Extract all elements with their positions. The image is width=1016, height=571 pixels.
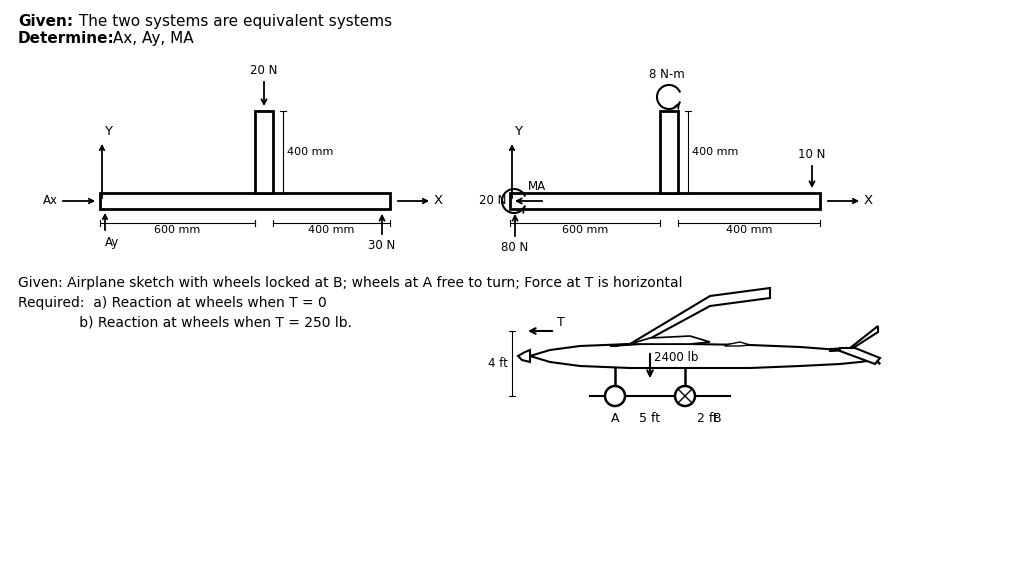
Text: Ax, Ay, MA: Ax, Ay, MA	[108, 31, 194, 46]
Text: Given:: Given:	[18, 14, 73, 29]
Text: Given: Airplane sketch with wheels locked at B; wheels at A free to turn; Force : Given: Airplane sketch with wheels locke…	[18, 276, 683, 290]
Text: 5 ft: 5 ft	[639, 412, 660, 425]
Text: Y: Y	[514, 125, 522, 138]
Polygon shape	[630, 336, 710, 344]
Text: T: T	[557, 316, 565, 329]
Text: 600 mm: 600 mm	[562, 225, 609, 235]
Text: 2400 lb: 2400 lb	[654, 351, 698, 364]
Text: The two systems are equivalent systems: The two systems are equivalent systems	[74, 14, 392, 29]
Text: 400 mm: 400 mm	[692, 147, 739, 157]
Text: b) Reaction at wheels when T = 250 lb.: b) Reaction at wheels when T = 250 lb.	[18, 316, 352, 330]
Text: 400 mm: 400 mm	[308, 225, 355, 235]
Text: 2 ft: 2 ft	[697, 412, 718, 425]
Text: 10 N: 10 N	[799, 148, 826, 161]
Text: Y: Y	[104, 125, 112, 138]
Text: 20 N: 20 N	[250, 64, 277, 77]
Polygon shape	[610, 288, 770, 346]
Text: 600 mm: 600 mm	[154, 225, 200, 235]
Text: 4 ft: 4 ft	[488, 357, 508, 370]
Polygon shape	[518, 350, 530, 362]
Polygon shape	[530, 344, 880, 368]
Circle shape	[675, 386, 695, 406]
Text: A: A	[611, 412, 619, 425]
Polygon shape	[510, 193, 820, 209]
Polygon shape	[830, 326, 878, 351]
Text: 20 N: 20 N	[479, 195, 506, 207]
Text: X: X	[864, 195, 873, 207]
Text: Determine:: Determine:	[18, 31, 115, 46]
Polygon shape	[725, 342, 750, 346]
Polygon shape	[100, 193, 390, 209]
Text: X: X	[434, 195, 443, 207]
Text: B: B	[713, 412, 721, 425]
Text: Ay: Ay	[105, 236, 119, 249]
Text: Ax: Ax	[43, 195, 58, 207]
Polygon shape	[660, 111, 678, 193]
Text: 400 mm: 400 mm	[287, 147, 333, 157]
Text: MA: MA	[528, 180, 547, 193]
Text: 400 mm: 400 mm	[725, 225, 772, 235]
Text: 30 N: 30 N	[369, 239, 395, 252]
Polygon shape	[840, 348, 880, 364]
Polygon shape	[255, 111, 273, 193]
Circle shape	[605, 386, 625, 406]
Text: 80 N: 80 N	[501, 241, 528, 254]
Text: 8 N-m: 8 N-m	[649, 68, 685, 81]
Text: Required:  a) Reaction at wheels when T = 0: Required: a) Reaction at wheels when T =…	[18, 296, 327, 310]
